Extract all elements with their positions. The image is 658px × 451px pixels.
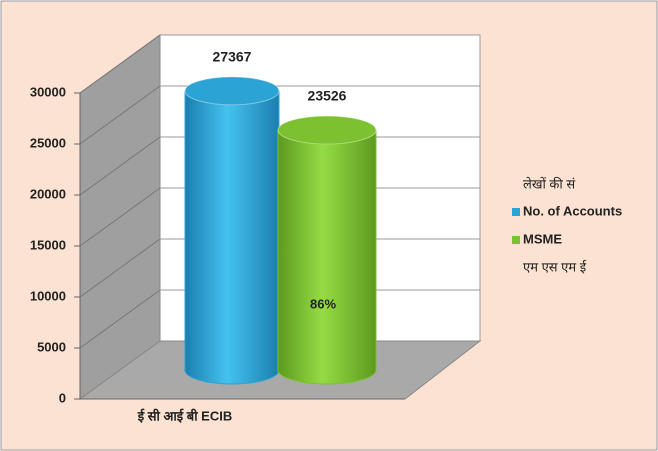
grid-line: [79, 34, 161, 94]
cylinder: [184, 90, 280, 385]
y-tick-label: 0: [59, 390, 66, 405]
x-tick-label: ई सी आई बी ECIB: [137, 408, 233, 423]
value-label: 23526: [308, 88, 347, 104]
legend-swatch: [512, 236, 520, 244]
legend-swatch: [512, 208, 520, 216]
grid-line: [79, 289, 161, 349]
grid-line: [79, 238, 161, 298]
cylinder: [277, 129, 377, 385]
grid-line: [79, 187, 161, 247]
grid-line: [79, 136, 161, 196]
y-tick-label: 25000: [30, 135, 66, 150]
y-tick-label: 5000: [37, 339, 66, 354]
y-tick-label: 30000: [30, 84, 66, 99]
plot: 0 5000 10000 15000 20000 25000 30000 ई सी आई बी…: [30, 34, 622, 423]
legend-label-hindi: एम एस एम ई: [523, 259, 587, 274]
legend-label: No. of Accounts: [523, 203, 622, 218]
cylinder-top: [184, 76, 280, 106]
value-label: 27367: [213, 49, 252, 65]
legend-label: MSME: [523, 231, 562, 246]
annotation: 86%: [310, 296, 336, 311]
y-tick-label: 10000: [30, 288, 66, 303]
grid-line: [79, 85, 161, 145]
y-tick-label: 15000: [30, 237, 66, 252]
cylinder-top: [277, 115, 377, 145]
y-tick-label: 20000: [30, 186, 66, 201]
legend-label-hindi: लेखों की सं: [523, 176, 575, 191]
